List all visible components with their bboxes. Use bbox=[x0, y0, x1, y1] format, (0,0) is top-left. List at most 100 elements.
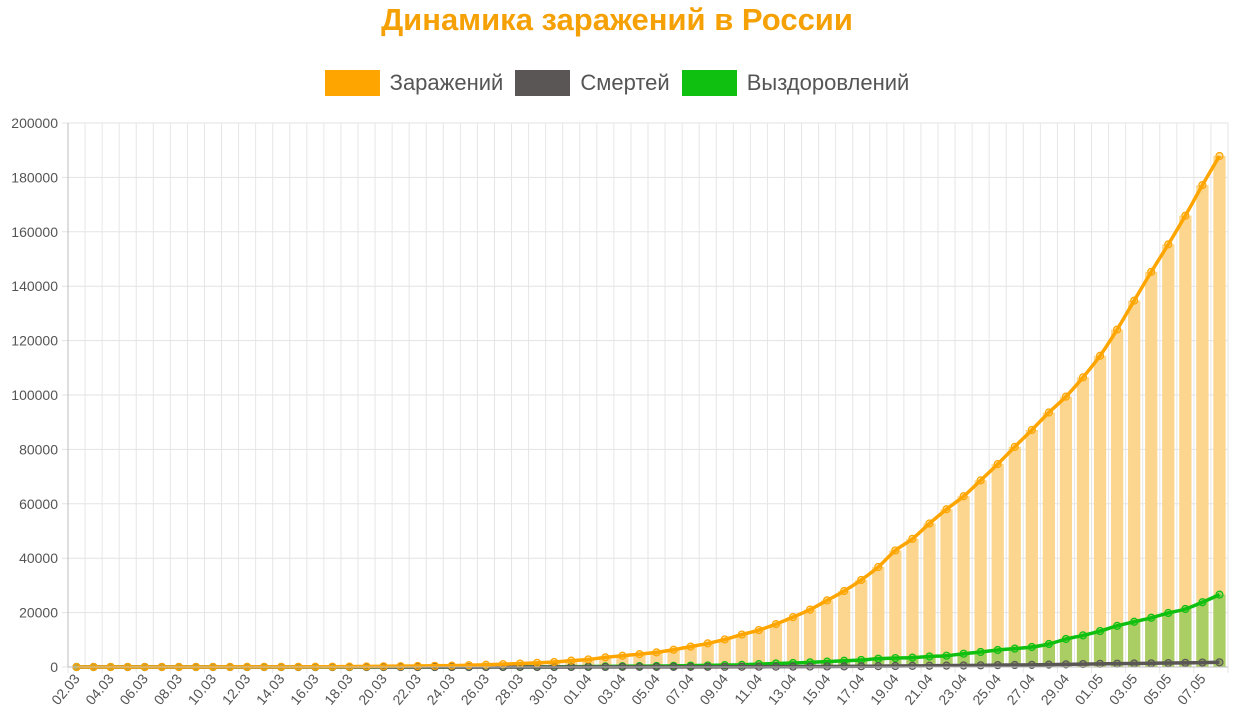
y-tick-label: 60000 bbox=[19, 496, 58, 512]
legend-item-recovered[interactable]: Выздоровлений bbox=[681, 70, 909, 96]
point-deaths bbox=[1181, 658, 1190, 667]
point-infected bbox=[550, 657, 559, 667]
x-tick-label: 04.03 bbox=[82, 670, 117, 707]
point-deaths bbox=[942, 661, 951, 670]
bar-infected bbox=[735, 634, 748, 667]
bar-infected bbox=[991, 464, 1004, 667]
x-tick-label: 16.03 bbox=[287, 670, 322, 707]
bar-infected bbox=[1110, 329, 1124, 667]
bar-infected bbox=[855, 579, 868, 667]
bar-recovered bbox=[1179, 608, 1192, 667]
x-tick-label: 23.04 bbox=[935, 670, 970, 707]
point-recovered bbox=[1044, 639, 1053, 649]
point-infected bbox=[925, 519, 934, 528]
point-infected bbox=[720, 635, 729, 644]
point-deaths bbox=[908, 661, 917, 670]
x-tick-label: 08.03 bbox=[150, 670, 185, 707]
bar-infected bbox=[718, 639, 731, 667]
x-tick-label: 09.04 bbox=[696, 670, 731, 707]
point-deaths bbox=[993, 661, 1002, 670]
point-deaths bbox=[1147, 659, 1156, 668]
y-tick-label: 80000 bbox=[19, 441, 58, 457]
point-infected bbox=[976, 476, 985, 485]
x-tick-label: 12.03 bbox=[219, 670, 254, 707]
point-infected bbox=[652, 648, 661, 657]
point-deaths bbox=[891, 661, 900, 671]
bar-infected bbox=[548, 662, 561, 667]
x-tick-label: 10.03 bbox=[185, 670, 220, 707]
bar-infected bbox=[889, 550, 902, 667]
point-infected bbox=[1044, 408, 1053, 417]
x-tick-label: 05.05 bbox=[1140, 670, 1175, 707]
point-infected bbox=[481, 660, 491, 669]
point-deaths bbox=[1164, 658, 1173, 668]
x-tick-label: 07.04 bbox=[662, 670, 697, 707]
point-deaths bbox=[874, 662, 883, 671]
legend-item-deaths[interactable]: Смертей bbox=[515, 70, 670, 96]
legend-item-infected[interactable]: Заражений bbox=[324, 70, 504, 96]
point-infected bbox=[874, 562, 883, 572]
point-infected bbox=[805, 605, 815, 614]
point-recovered bbox=[1113, 621, 1122, 630]
bar-infected bbox=[974, 480, 987, 667]
point-recovered bbox=[993, 645, 1002, 655]
x-tick-label: 22.03 bbox=[389, 670, 424, 707]
bar-recovered bbox=[1145, 617, 1158, 667]
bar-infected bbox=[1128, 300, 1141, 667]
x-tick-label: 06.03 bbox=[116, 670, 151, 707]
bar-recovered bbox=[1213, 594, 1226, 667]
y-tick-label: 20000 bbox=[19, 605, 58, 621]
x-tick-label: 25.04 bbox=[969, 670, 1004, 707]
bar-infected bbox=[1213, 156, 1226, 668]
point-recovered bbox=[908, 653, 917, 662]
legend-label-deaths: Смертей bbox=[580, 70, 670, 95]
point-infected bbox=[771, 620, 781, 629]
legend-swatch-infected bbox=[324, 70, 380, 96]
point-infected bbox=[1010, 442, 1019, 451]
point-infected bbox=[396, 662, 405, 671]
x-tick-label: 29.04 bbox=[1037, 670, 1072, 707]
point-recovered bbox=[1027, 642, 1036, 652]
x-tick-label: 27.04 bbox=[1003, 670, 1038, 707]
point-infected bbox=[584, 655, 593, 664]
legend-swatch-recovered bbox=[681, 70, 737, 96]
y-tick-label: 0 bbox=[50, 659, 58, 675]
point-infected bbox=[379, 662, 388, 671]
bar-infected bbox=[752, 630, 766, 667]
x-tick-label: 05.04 bbox=[628, 670, 663, 707]
point-recovered bbox=[1078, 631, 1088, 640]
x-tick-label: 20.03 bbox=[355, 670, 390, 707]
point-infected bbox=[993, 460, 1002, 469]
x-tick-label: 30.03 bbox=[526, 670, 561, 707]
legend-label-infected: Заражений bbox=[389, 70, 504, 95]
bar-infected bbox=[599, 657, 612, 667]
bar-infected bbox=[820, 600, 834, 667]
point-infected bbox=[447, 661, 456, 670]
bar-infected bbox=[940, 509, 953, 667]
point-recovered bbox=[1181, 604, 1190, 614]
x-tick-label: 18.03 bbox=[321, 670, 356, 707]
point-infected bbox=[618, 651, 627, 660]
bar-infected bbox=[1059, 396, 1073, 667]
point-infected bbox=[1147, 267, 1156, 276]
bar-recovered bbox=[820, 661, 834, 667]
point-infected bbox=[823, 596, 832, 605]
y-tick-label: 160000 bbox=[11, 224, 58, 240]
point-infected bbox=[1198, 181, 1207, 190]
x-tick-label: 03.04 bbox=[594, 670, 629, 707]
point-infected bbox=[754, 625, 763, 635]
x-tick-label: 01.04 bbox=[560, 670, 595, 707]
x-tick-label: 15.04 bbox=[799, 670, 834, 707]
x-tick-label: 02.03 bbox=[48, 670, 83, 707]
point-deaths bbox=[1095, 659, 1105, 668]
chart-title: Динамика заражений в России bbox=[381, 2, 853, 37]
bar-recovered bbox=[1196, 602, 1209, 667]
y-tick-label: 100000 bbox=[11, 387, 58, 403]
bar-infected bbox=[1008, 446, 1021, 667]
bar-infected bbox=[803, 609, 817, 667]
x-tick-label: 03.05 bbox=[1106, 670, 1141, 707]
point-recovered bbox=[857, 655, 866, 665]
x-tick-label: 21.04 bbox=[901, 670, 936, 707]
